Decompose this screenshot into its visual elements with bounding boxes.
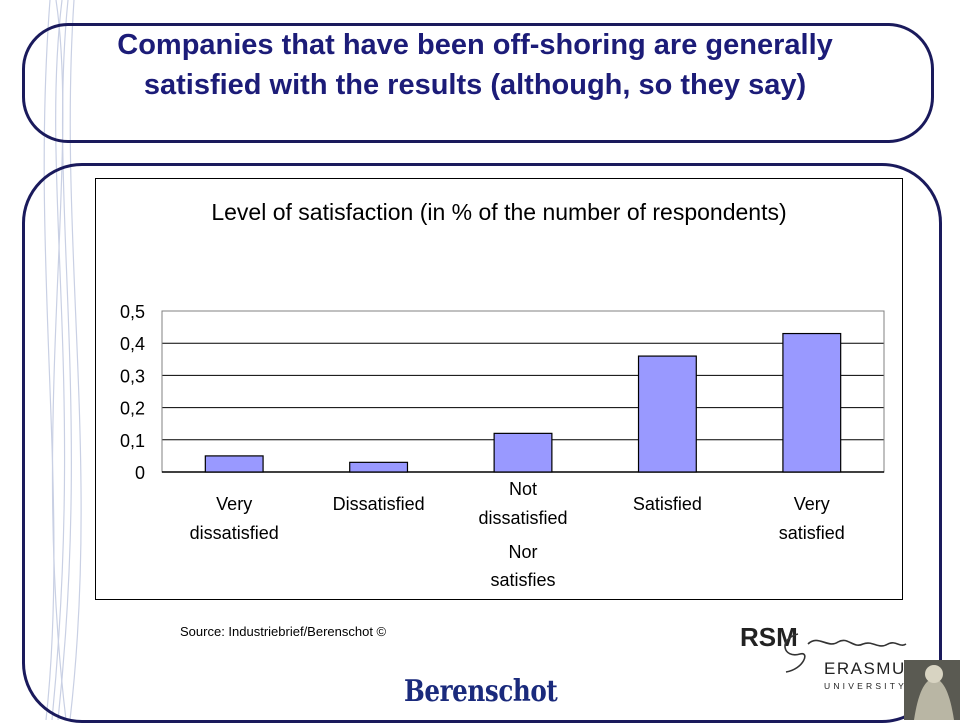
slide-title: Companies that have been off-shoring are…	[117, 29, 833, 101]
bar	[493, 432, 553, 473]
bar	[349, 461, 409, 473]
chart-frame	[95, 178, 903, 600]
bar	[782, 332, 842, 473]
y-tick-label: 0,3	[120, 366, 145, 386]
chart-title: Level of satisfaction (in % of the numbe…	[211, 199, 787, 225]
source-note: Source: Industriebrief/Berenschot ©	[180, 624, 387, 639]
y-tick-label: 0,5	[120, 302, 145, 322]
portrait-figure	[914, 678, 954, 720]
x-tick-label: Dissatisfied	[333, 494, 425, 514]
x-tick-label: Satisfied	[633, 494, 702, 514]
y-tick-label: 0,4	[120, 334, 145, 354]
university-label: UNIVERSITY	[824, 681, 907, 691]
bar-chart: 0 0,1 0,2 0,3 0,4 0,5 Very dissatisfied Dissatis…	[120, 302, 885, 590]
x-tick-label: Very satisfied	[779, 494, 845, 543]
berenschot-logo: Berenschot	[404, 674, 558, 709]
x-tick-label: Very dissatisfied	[190, 494, 279, 543]
y-tick-label: 0,2	[120, 399, 145, 419]
y-tick-label: 0	[135, 463, 145, 483]
bar	[204, 455, 264, 473]
x-tick-label: Not dissatisfied Nor satisfies	[478, 479, 567, 590]
rsm-erasmus-logo: RSM ERASMUS UNIVERSITY	[740, 622, 960, 720]
erasmus-name: ERASMUS	[824, 659, 919, 678]
title-frame	[22, 23, 934, 143]
signature-mark	[784, 633, 907, 673]
rsm-acronym: RSM	[740, 622, 798, 652]
y-tick-label: 0,1	[120, 431, 145, 451]
bar	[637, 355, 697, 473]
